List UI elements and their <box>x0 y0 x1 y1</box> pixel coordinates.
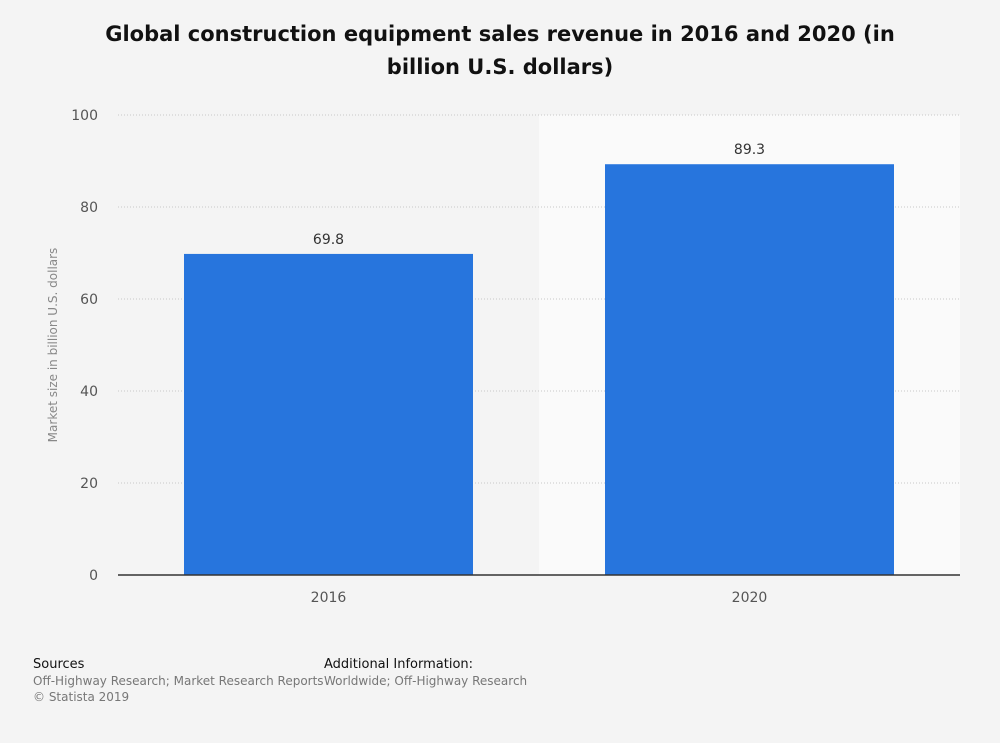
plot-area: 0 20 40 60 80 100 69.8 2016 89.3 2020 Market size … <box>46 108 960 606</box>
additional-info-block: Additional Information: Worldwide; Off-H… <box>324 657 527 689</box>
y-tick-label: 80 <box>80 200 98 216</box>
additional-info-heading: Additional Information: <box>324 657 474 672</box>
y-tick-label: 20 <box>80 476 98 492</box>
x-tick-label: 2020 <box>732 590 768 606</box>
bar <box>605 164 894 575</box>
sources-heading: Sources <box>33 657 85 672</box>
additional-info-text: Worldwide; Off-Highway Research <box>324 674 528 688</box>
sources-block: Sources Off-Highway Research; Market Res… <box>33 657 324 705</box>
x-tick-label: 2016 <box>311 590 347 606</box>
y-tick-label: 0 <box>89 568 98 584</box>
y-tick-label: 60 <box>80 292 98 308</box>
y-tick-label: 40 <box>80 384 98 400</box>
data-label: 89.3 <box>734 142 765 158</box>
bar <box>184 253 473 576</box>
data-label: 69.8 <box>313 232 344 248</box>
y-axis-title: Market size in billion U.S. dollars <box>46 248 60 443</box>
chart-title: Global construction equipment sales reve… <box>105 22 895 79</box>
sources-text: Off-Highway Research; Market Research Re… <box>33 674 324 688</box>
y-tick-label: 100 <box>71 108 98 124</box>
copyright-text: © Statista 2019 <box>33 690 130 704</box>
